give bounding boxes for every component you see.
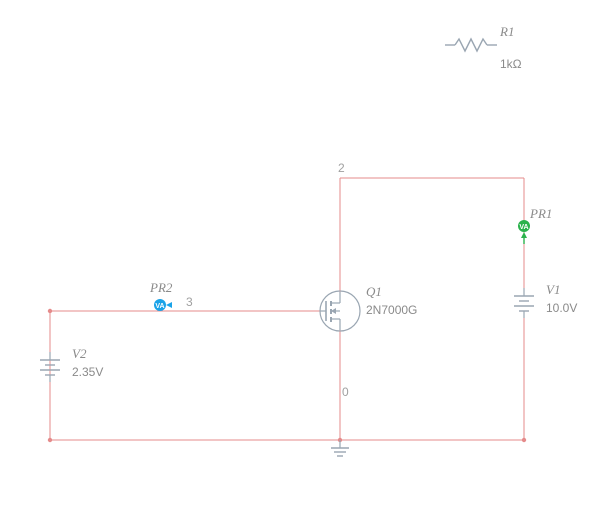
V2-value: 2.35V	[72, 365, 103, 379]
r1-ref: R1	[499, 24, 514, 39]
net-label: 0	[342, 385, 349, 399]
probe-pr1[interactable]: VAPR1	[518, 206, 552, 244]
circuit-canvas: 230R11kΩQ12N7000GV110.0VV22.35VVAPR1VAPR…	[0, 0, 595, 509]
junction	[48, 309, 52, 313]
PR2-label: PR2	[149, 280, 173, 295]
resistor-r1[interactable]: R1 1kΩ	[445, 24, 522, 71]
V1-value: 10.0V	[546, 301, 577, 315]
probe-icon: VA	[155, 303, 164, 310]
mosfet-q1[interactable]: Q1 2N7000G	[320, 284, 417, 331]
r1-value: 1kΩ	[500, 57, 522, 71]
q1-value: 2N7000G	[366, 303, 417, 317]
junction	[48, 438, 52, 442]
q1-ref: Q1	[366, 284, 382, 299]
net-label: 2	[338, 161, 345, 175]
ground-symbol	[331, 440, 349, 456]
probe-icon: VA	[519, 224, 528, 231]
probe-pr2[interactable]: VA PR2	[149, 280, 173, 311]
junction	[522, 438, 526, 442]
PR1-label: PR1	[529, 206, 552, 221]
V1-ref: V1	[546, 282, 560, 297]
V2-ref: V2	[72, 346, 87, 361]
net-label: 3	[186, 295, 193, 309]
